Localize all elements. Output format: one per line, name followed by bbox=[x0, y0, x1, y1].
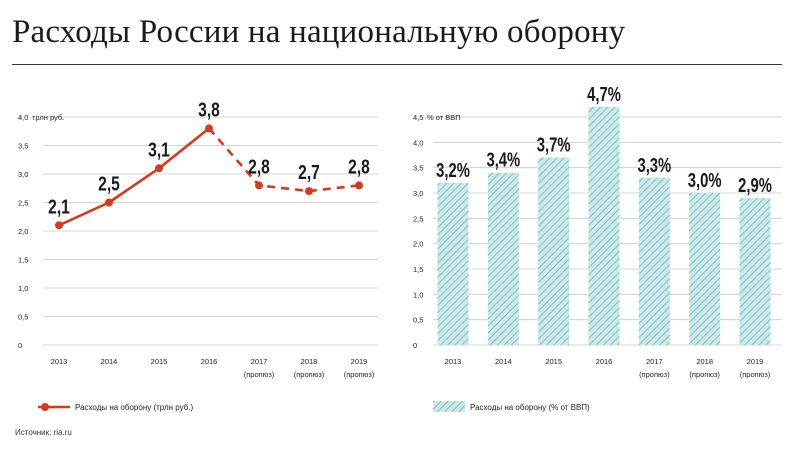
y-tick-label: 1,0 bbox=[18, 284, 28, 293]
source-note: Источник: ria.ru bbox=[15, 428, 72, 437]
x-tick-label: 2019 bbox=[747, 357, 764, 366]
x-tick-sublabel: (пропюз) bbox=[689, 370, 720, 379]
y-tick-label: 0 bbox=[18, 341, 22, 350]
data-label: 3,3% bbox=[637, 154, 671, 177]
y-tick-label: 4,0 bbox=[18, 113, 28, 122]
line-chart-spending-rub: 0 0,5 1,0 1,5 2,0 2,5 3,0 3,5 4,0 трлн руб. 2013 20… bbox=[18, 99, 378, 412]
y-tick-label: 1,5 bbox=[413, 265, 423, 274]
series-line-actual bbox=[58, 127, 210, 227]
data-label: 2,7 bbox=[298, 161, 320, 183]
y-tick-label: 2,5 bbox=[413, 214, 423, 223]
series-line-forecast bbox=[208, 127, 360, 193]
y-tick-label: 2,5 bbox=[18, 199, 28, 208]
y-tick-label: 3,0 bbox=[18, 170, 28, 179]
data-label: 3,0% bbox=[688, 169, 722, 192]
data-label: 4,7% bbox=[587, 83, 621, 106]
y-tick-label: 2,0 bbox=[413, 240, 423, 249]
x-tick-label: 2015 bbox=[545, 357, 562, 366]
data-label: 2,1 bbox=[48, 195, 70, 217]
y-tick-label: 2,0 bbox=[18, 227, 28, 236]
x-tick-label: 2013 bbox=[445, 357, 462, 366]
y-tick-label: 3,0 bbox=[413, 189, 423, 198]
data-point bbox=[355, 181, 363, 190]
bar bbox=[689, 193, 721, 345]
bar bbox=[437, 182, 469, 345]
x-tick-sublabel: (пропюз) bbox=[639, 370, 670, 379]
data-label: 3,7% bbox=[537, 133, 571, 156]
y-tick-label: 1,5 bbox=[18, 256, 28, 265]
y-tick-label: 3,5 bbox=[18, 142, 28, 151]
x-tick-sublabel: (пропюз) bbox=[740, 370, 771, 379]
legend-label: Расходы на оборону (% от ВВП) bbox=[470, 403, 590, 412]
data-point bbox=[155, 164, 163, 173]
bar bbox=[487, 172, 519, 345]
x-tick-label: 2015 bbox=[151, 357, 168, 366]
y-tick-label: 4,5 bbox=[413, 113, 423, 122]
y-tick-label: 4,0 bbox=[413, 138, 423, 147]
data-label: 2,8 bbox=[348, 156, 370, 178]
x-tick-label: 2016 bbox=[201, 357, 218, 366]
x-tick-label: 2014 bbox=[495, 357, 512, 366]
y-tick-label: 3,5 bbox=[413, 164, 423, 173]
y-tick-label: 1,0 bbox=[413, 290, 423, 299]
data-point bbox=[255, 181, 263, 190]
x-tick-label: 2018 bbox=[301, 357, 318, 366]
data-label: 3,1 bbox=[148, 138, 170, 160]
bar-chart-spending-gdp: 0 0,5 1,0 1,5 2,0 2,5 3,0 3,5 4,0 4,5 % от ВВП 2013… bbox=[413, 83, 782, 412]
data-label: 2,8 bbox=[248, 156, 270, 178]
x-tick-label: 2019 bbox=[351, 357, 368, 366]
bar bbox=[588, 106, 620, 345]
data-point bbox=[305, 187, 313, 196]
x-tick-label: 2014 bbox=[101, 357, 118, 366]
data-label: 3,4% bbox=[486, 149, 520, 172]
data-label: 2,9% bbox=[738, 174, 772, 197]
data-label: 2,5 bbox=[98, 173, 120, 195]
title-divider bbox=[12, 64, 782, 65]
x-tick-label: 2013 bbox=[51, 357, 68, 366]
legend-bar-swatch bbox=[433, 401, 465, 412]
y-tick-label: 0,5 bbox=[413, 316, 423, 325]
y-axis-unit: трлн руб. bbox=[32, 113, 64, 122]
y-axis-unit: % от ВВП bbox=[427, 113, 461, 122]
x-tick-label: 2017 bbox=[251, 357, 268, 366]
data-point bbox=[205, 124, 213, 133]
y-tick-label: 0,5 bbox=[18, 313, 28, 322]
y-tick-label: 0 bbox=[413, 341, 417, 350]
data-label: 3,8 bbox=[198, 99, 220, 121]
legend-label: Расходы на оборону (трлн руб.) bbox=[75, 403, 194, 412]
page-title: Расходы России на национальную оборону bbox=[12, 14, 626, 50]
bar bbox=[638, 177, 670, 345]
legend-marker bbox=[41, 403, 49, 411]
x-tick-label: 2018 bbox=[696, 357, 713, 366]
x-tick-sublabel: (пропюз) bbox=[244, 370, 275, 379]
bar bbox=[538, 157, 570, 345]
x-tick-label: 2016 bbox=[596, 357, 613, 366]
x-tick-sublabel: (пропюз) bbox=[294, 370, 325, 379]
bar bbox=[739, 198, 771, 345]
data-label: 3,2% bbox=[436, 159, 470, 182]
x-tick-label: 2017 bbox=[646, 357, 663, 366]
data-point bbox=[55, 221, 63, 230]
x-tick-sublabel: (пропюз) bbox=[344, 370, 375, 379]
data-point bbox=[105, 198, 113, 207]
